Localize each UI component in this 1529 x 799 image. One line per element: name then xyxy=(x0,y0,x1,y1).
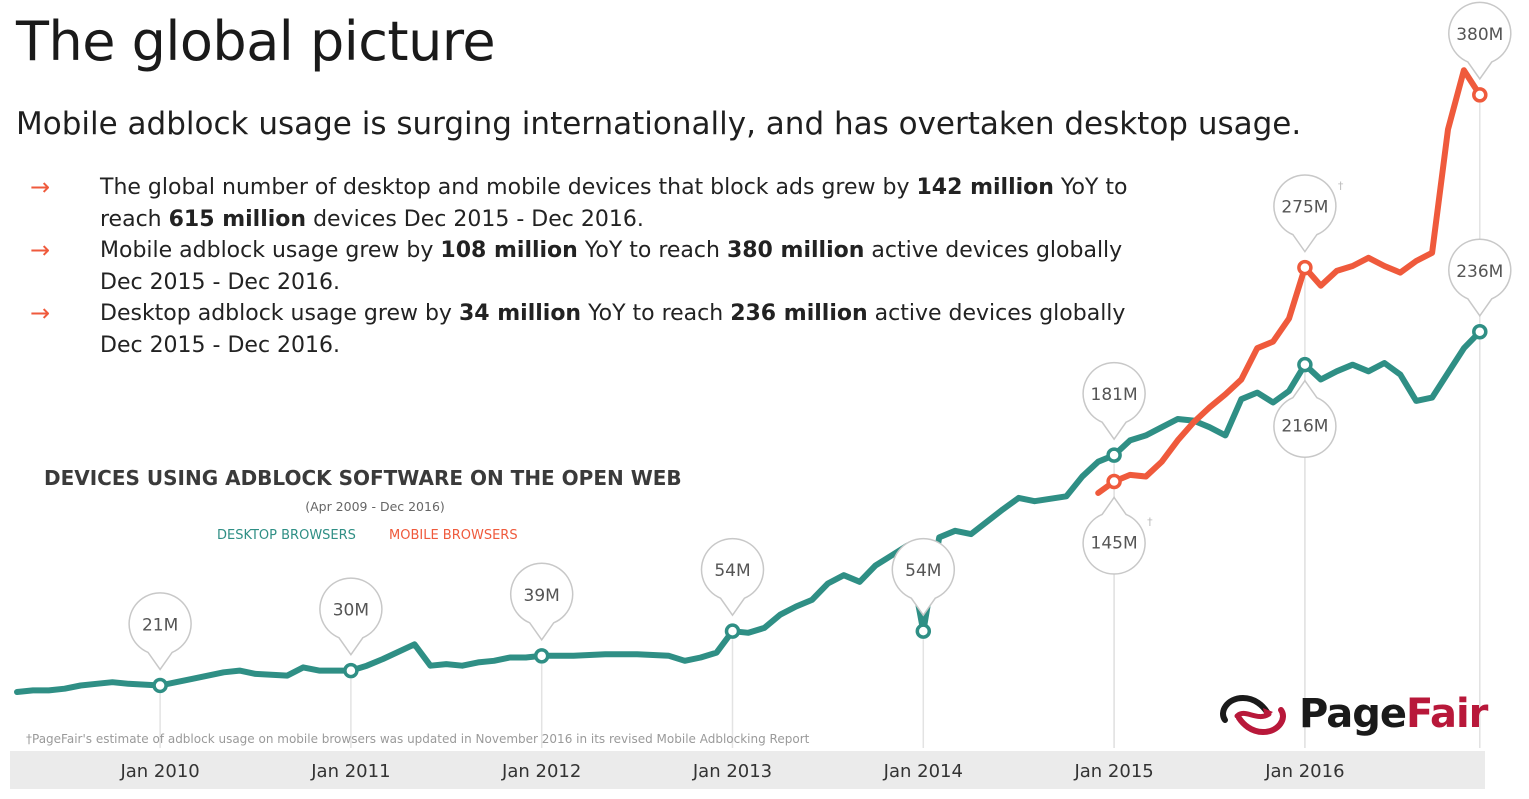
key-point-text: The global number of desktop and mobile … xyxy=(100,175,1128,232)
page-subtitle: Mobile adblock usage is surging internat… xyxy=(16,106,1302,142)
callout-bubble xyxy=(128,592,192,671)
arrow-right-icon: → xyxy=(30,299,51,327)
x-axis-band xyxy=(10,751,1485,789)
callout-label: 216M xyxy=(1281,417,1328,437)
series-lines xyxy=(14,67,1483,695)
callouts: 21M 30M 39M 54M 54M 181M 216M 236M 145M † 275M † 380… xyxy=(128,1,1512,694)
key-point-text: Desktop adblock usage grew by 34 million… xyxy=(100,301,1126,358)
x-tick-label: Jan 2015 xyxy=(1073,761,1153,782)
chart-subtitle: (Apr 2009 - Dec 2016) xyxy=(305,499,445,514)
callout-bubble xyxy=(1273,379,1337,458)
callout-181m: 181M xyxy=(1082,361,1146,463)
data-point-marker xyxy=(152,677,168,694)
x-tick-label: Jan 2010 xyxy=(119,761,199,782)
legend-desktop: DESKTOP BROWSERS xyxy=(217,528,356,543)
x-tick-label: Jan 2014 xyxy=(883,761,963,782)
callout-bubble xyxy=(700,537,765,617)
callout-39m: 39M xyxy=(509,562,574,664)
callout-30m: 30M xyxy=(319,577,383,679)
callout-label: 380M xyxy=(1456,25,1503,45)
arrow-right-icon: → xyxy=(30,173,51,201)
data-point-marker xyxy=(1297,259,1313,276)
callout-label: 21M xyxy=(142,615,178,635)
data-point-marker xyxy=(1106,447,1122,463)
x-tick-label: Jan 2016 xyxy=(1264,761,1344,782)
data-point-marker xyxy=(1297,356,1313,373)
x-axis: Jan 2010 Jan 2011 Jan 2012 Jan 2013 Jan 2014… xyxy=(119,761,1344,782)
callout-bubble xyxy=(1082,361,1146,441)
callout-bubble xyxy=(1448,238,1512,318)
data-point-marker xyxy=(724,623,741,639)
callout-bubble xyxy=(1082,496,1146,575)
callout-label: 54M xyxy=(714,561,750,581)
chart-footnote: †PageFair's estimate of adblock usage on… xyxy=(26,732,810,746)
dagger-mark: † xyxy=(1338,180,1344,193)
callout-216m: 216M xyxy=(1273,356,1337,458)
page-title: The global picture xyxy=(16,10,496,73)
pagefair-wordmark: PageFair xyxy=(1299,691,1488,737)
callout-label: 275M xyxy=(1281,198,1328,218)
callout-bubble xyxy=(891,537,956,617)
data-point-marker xyxy=(343,662,359,679)
dagger-mark: † xyxy=(1147,515,1153,528)
pagefair-logo-icon xyxy=(1220,694,1286,736)
key-point-2: → Mobile adblock usage grew by 108 milli… xyxy=(30,235,1130,298)
key-point-text: Mobile adblock usage grew by 108 million… xyxy=(100,238,1123,295)
data-point-marker xyxy=(915,623,932,639)
callout-380m: 380M xyxy=(1448,1,1512,103)
x-tick-label: Jan 2012 xyxy=(501,761,581,782)
desktop-series-line xyxy=(14,328,1483,695)
callout-guides xyxy=(159,102,1481,748)
callout-bubble xyxy=(1273,174,1337,253)
legend-mobile: MOBILE BROWSERS xyxy=(389,528,518,543)
callout-label: 39M xyxy=(524,586,560,606)
callout-21m: 21M xyxy=(128,592,192,694)
x-tick-label: Jan 2011 xyxy=(310,761,390,782)
callout-label: 54M xyxy=(905,561,941,581)
callout-54m: 54M xyxy=(700,537,765,639)
key-points-list: → The global number of desktop and mobil… xyxy=(30,172,1130,361)
arrow-right-icon: → xyxy=(30,236,51,264)
callout-label: 236M xyxy=(1456,262,1503,282)
callout-bubble xyxy=(509,562,574,642)
mobile-series-line xyxy=(1095,67,1483,496)
chart-title: DEVICES USING ADBLOCK SOFTWARE ON THE OP… xyxy=(44,466,682,490)
callout-label: 30M xyxy=(333,601,369,621)
pagefair-logo: PageFair xyxy=(1215,686,1488,742)
data-point-marker xyxy=(533,648,550,664)
callout-145m: 145M † xyxy=(1082,473,1153,575)
key-point-3: → Desktop adblock usage grew by 34 milli… xyxy=(30,298,1130,361)
x-tick-label: Jan 2013 xyxy=(692,761,772,782)
callout-54m: 54M xyxy=(891,537,956,639)
key-point-1: → The global number of desktop and mobil… xyxy=(30,172,1130,235)
data-point-marker xyxy=(1472,87,1488,103)
callout-label: 181M xyxy=(1091,385,1138,405)
callout-bubble xyxy=(1448,1,1512,81)
data-point-marker xyxy=(1106,473,1122,490)
callout-275m: 275M † xyxy=(1273,174,1344,276)
callout-236m: 236M xyxy=(1448,238,1512,340)
callout-bubble xyxy=(319,577,383,656)
callout-label: 145M xyxy=(1091,533,1138,553)
data-point-marker xyxy=(1472,324,1488,340)
